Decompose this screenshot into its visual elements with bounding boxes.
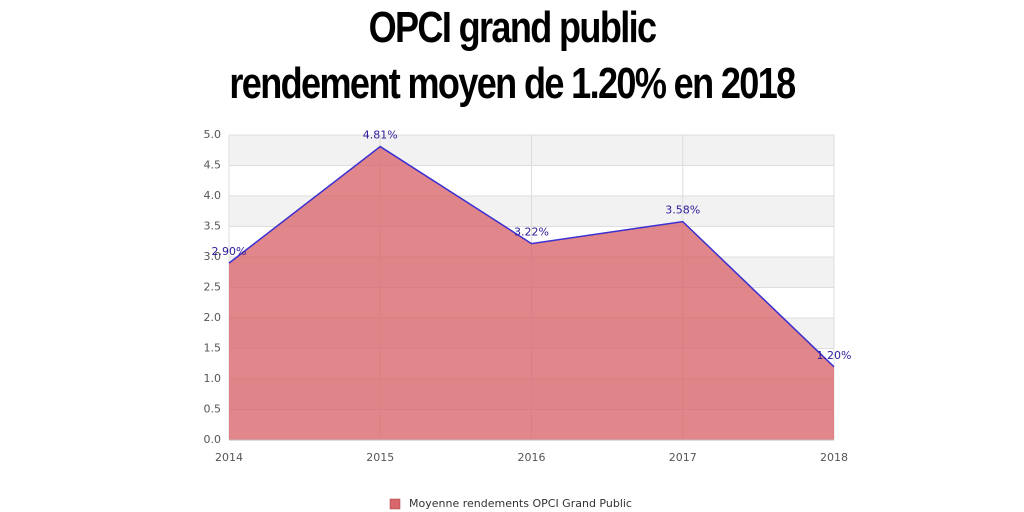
x-tick-label: 2015 (366, 451, 394, 464)
title-block: OPCI grand public rendement moyen de 1.2… (92, 0, 932, 112)
data-label: 3.58% (665, 204, 700, 217)
area (229, 146, 834, 440)
y-tick-label: 4.5 (204, 159, 222, 172)
line (228, 145, 835, 368)
x-tick-label: 2016 (518, 451, 546, 464)
x-tick-label: 2018 (820, 451, 848, 464)
legend-swatch (389, 498, 401, 510)
data-label: 4.81% (363, 129, 398, 142)
y-tick-label: 1.5 (204, 342, 222, 355)
y-tick-label: 5.0 (204, 128, 222, 141)
y-tick-label: 3.0 (204, 250, 222, 263)
data-label: 1.20% (817, 349, 852, 362)
y-tick-label: 1.0 (204, 372, 222, 385)
chart-title: OPCI grand public (368, 3, 657, 52)
y-tick-label: 0.5 (204, 403, 222, 416)
x-tick-label: 2017 (669, 451, 697, 464)
y-tick-label: 2.0 (204, 311, 222, 324)
y-tick-label: 2.5 (204, 281, 222, 294)
legend-label: Moyenne rendements OPCI Grand Public (409, 497, 632, 510)
data-label: 2.90% (212, 245, 247, 258)
x-tick-label: 2014 (215, 451, 243, 464)
y-tick-label: 0.0 (204, 433, 222, 446)
y-tick-label: 4.0 (204, 189, 222, 202)
chart-subtitle: rendement moyen de 1.20% en 2018 (229, 59, 796, 108)
y-tick-label: 3.5 (204, 220, 222, 233)
data-label: 3.22% (514, 226, 549, 239)
